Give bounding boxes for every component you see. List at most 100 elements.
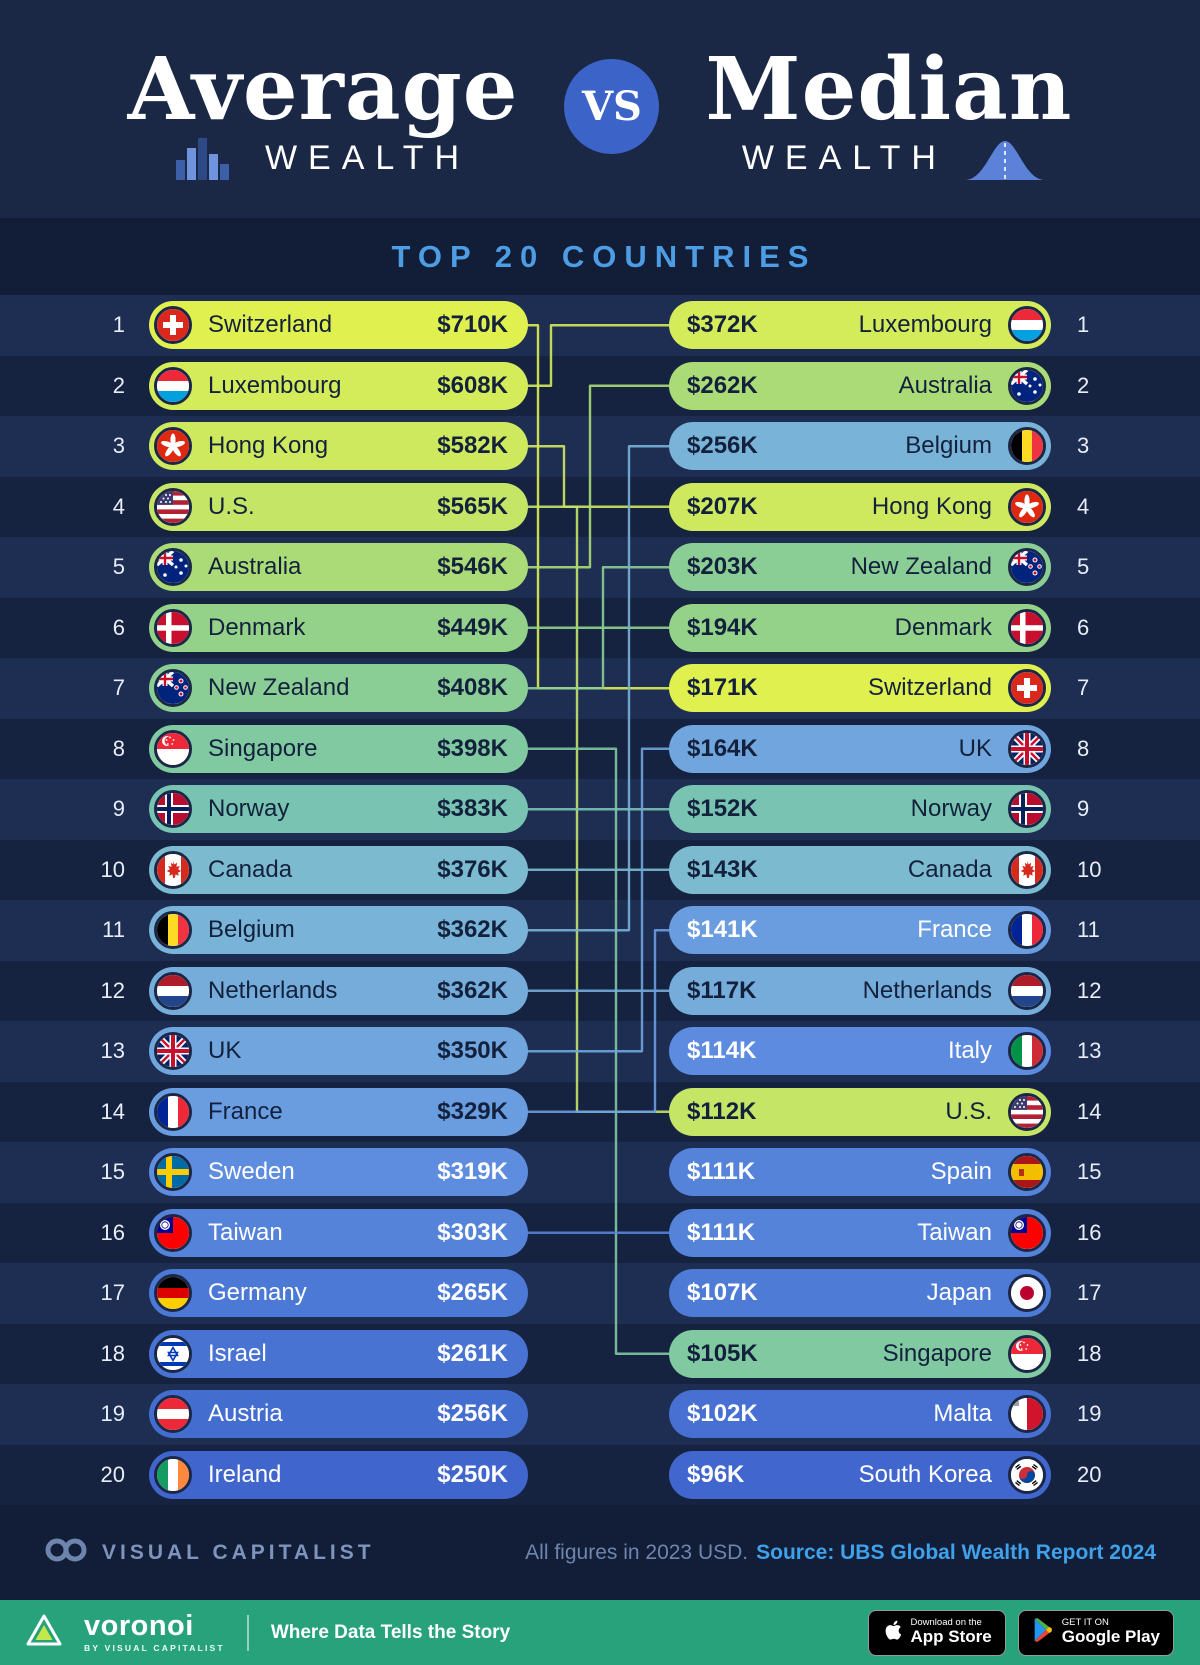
country-name: Australia — [898, 371, 992, 399]
average-rank: 17 — [100, 1280, 125, 1306]
median-pill: $141K France — [669, 906, 1051, 955]
average-rank: 6 — [112, 614, 125, 640]
flag-icon-norway — [1008, 790, 1046, 829]
ranking-row: 16 Taiwan $303K $111K Taiwan 16 — [0, 1202, 1200, 1263]
google-play-badge[interactable]: GET IT ON Google Play — [1017, 1609, 1174, 1656]
flag-icon-austria — [154, 1395, 192, 1434]
average-value: $329K — [437, 1097, 508, 1125]
median-pill: $164K UK — [669, 724, 1051, 773]
flag-icon-israel — [154, 1334, 192, 1373]
average-value: $546K — [437, 553, 508, 581]
google-play-icon — [1032, 1618, 1053, 1647]
median-rank: 13 — [1077, 1038, 1102, 1064]
median-value: $111K — [687, 1158, 756, 1186]
ranking-row: 6 Denmark $449K $194K Denmark 6 — [0, 597, 1200, 658]
flag-icon-uk — [1008, 729, 1046, 768]
flag-icon-belgium — [154, 911, 192, 950]
average-rank: 9 — [112, 796, 125, 822]
footer: VISUAL CAPITALIST All figures in 2023 US… — [0, 1505, 1200, 1600]
average-title-block: Average WEALTH — [128, 46, 519, 180]
flag-icon-luxembourg — [154, 366, 192, 405]
average-pill: Switzerland $710K — [149, 301, 528, 350]
country-name: Spain — [930, 1158, 992, 1186]
country-name: Taiwan — [917, 1218, 992, 1246]
average-pill: Singapore $398K — [149, 724, 528, 773]
median-value: $111K — [687, 1218, 756, 1246]
country-name: Canada — [208, 855, 293, 883]
average-value: $582K — [437, 432, 508, 460]
ranking-row: 12 Netherlands $362K $117K Netherlands 12 — [0, 960, 1200, 1021]
average-pill: Austria $256K — [149, 1390, 528, 1439]
country-name: Belgium — [905, 432, 992, 460]
average-rank: 7 — [112, 675, 125, 701]
median-title: Median — [705, 39, 1073, 141]
median-rank: 11 — [1077, 917, 1100, 943]
average-rank: 5 — [112, 554, 125, 580]
visual-capitalist-wordmark: VISUAL CAPITALIST — [102, 1540, 375, 1564]
median-value: $203K — [687, 553, 758, 581]
median-rank: 9 — [1077, 796, 1090, 822]
country-name: Norway — [910, 795, 992, 823]
average-pill: New Zealand $408K — [149, 664, 528, 713]
bell-curve-icon — [963, 138, 1047, 180]
median-value: $105K — [687, 1339, 758, 1367]
median-pill: $117K Netherlands — [669, 966, 1051, 1015]
flag-icon-hong-kong — [154, 427, 192, 466]
flag-icon-south-korea — [1008, 1455, 1046, 1494]
flag-icon-singapore — [1008, 1334, 1046, 1373]
ranking-row: 1 Switzerland $710K $372K Luxembourg 1 — [0, 295, 1200, 356]
flag-icon-sweden — [154, 1153, 192, 1192]
voronoi-wordmark-block: voronoi BY VISUAL CAPITALIST — [84, 1612, 225, 1653]
app-store-badge[interactable]: Download on the App Store — [867, 1609, 1006, 1656]
flag-icon-luxembourg — [1008, 306, 1046, 345]
median-value: $207K — [687, 492, 758, 520]
ranking-row: 20 Ireland $250K $96K South Korea 20 — [0, 1444, 1200, 1505]
country-name: Switzerland — [867, 674, 992, 702]
median-value: $194K — [687, 613, 758, 641]
country-name: Norway — [208, 795, 290, 823]
average-value: $376K — [437, 855, 508, 883]
source-link[interactable]: Source: UBS Global Wealth Report 2024 — [756, 1540, 1156, 1564]
flag-icon-new-zealand — [1008, 548, 1046, 587]
flag-icon-spain — [1008, 1153, 1046, 1192]
country-name: South Korea — [858, 1460, 992, 1488]
flag-icon-germany — [154, 1274, 192, 1313]
median-value: $117K — [687, 976, 757, 1004]
median-value: $107K — [687, 1279, 758, 1307]
flag-icon-u-s- — [1008, 1092, 1046, 1131]
appstore-top-text: Download on the — [910, 1616, 982, 1628]
ranking-row: 8 Singapore $398K $164K UK 8 — [0, 718, 1200, 779]
median-pill: $105K Singapore — [669, 1329, 1051, 1378]
median-pill: $107K Japan — [669, 1269, 1051, 1318]
median-rank: 16 — [1077, 1219, 1102, 1245]
figures-note: All figures in 2023 USD. — [525, 1540, 749, 1564]
flag-icon-taiwan — [1008, 1213, 1046, 1252]
median-rank: 5 — [1077, 554, 1090, 580]
visual-capitalist-brand: VISUAL CAPITALIST — [44, 1536, 375, 1569]
bar-chart-icon — [175, 137, 238, 180]
flag-icon-u-s- — [154, 487, 192, 526]
country-name: UK — [958, 734, 992, 762]
average-pill: Norway $383K — [149, 785, 528, 834]
flag-icon-uk — [154, 1032, 192, 1071]
average-value: $362K — [437, 916, 508, 944]
apple-icon — [882, 1618, 902, 1647]
flag-icon-belgium — [1008, 427, 1046, 466]
average-rank: 8 — [112, 735, 125, 761]
flag-icon-netherlands — [154, 971, 192, 1010]
country-name: Ireland — [208, 1460, 282, 1488]
median-value: $96K — [687, 1460, 745, 1488]
country-name: New Zealand — [850, 553, 992, 581]
country-name: Japan — [926, 1279, 992, 1307]
average-pill: France $329K — [149, 1087, 528, 1136]
ranking-row: 4 U.S. $565K $207K Hong Kong 4 — [0, 476, 1200, 537]
flag-icon-australia — [1008, 366, 1046, 405]
median-pill: $203K New Zealand — [669, 543, 1051, 592]
voronoi-bar: voronoi BY VISUAL CAPITALIST Where Data … — [0, 1600, 1200, 1665]
median-pill: $171K Switzerland — [669, 664, 1051, 713]
average-rank: 11 — [102, 917, 125, 943]
ranking-row: 10 Canada $376K $143K Canada 10 — [0, 839, 1200, 900]
country-name: Singapore — [882, 1339, 992, 1367]
header: Average WEALTH VS Median WEALTH — [0, 0, 1200, 218]
ranking-table: 1 Switzerland $710K $372K Luxembourg 1 2 Luxemb… — [0, 295, 1200, 1505]
